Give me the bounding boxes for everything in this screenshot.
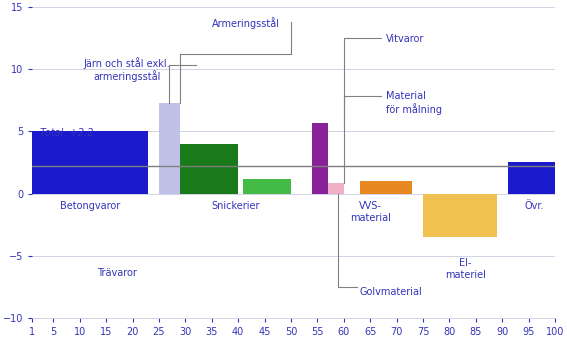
Bar bbox=[180, 144, 238, 193]
Bar bbox=[423, 193, 497, 237]
Bar bbox=[507, 163, 555, 193]
Text: Total: +2,2: Total: +2,2 bbox=[40, 128, 94, 138]
Text: Vitvaror: Vitvaror bbox=[386, 34, 425, 44]
Bar bbox=[159, 103, 180, 193]
Text: Snickerier: Snickerier bbox=[211, 201, 260, 211]
Bar bbox=[328, 183, 344, 193]
Text: Material
för målning: Material för målning bbox=[386, 91, 442, 115]
Bar bbox=[359, 181, 412, 193]
Text: Armeringsstål: Armeringsstål bbox=[211, 17, 280, 29]
Text: Betongvaror: Betongvaror bbox=[60, 201, 120, 211]
Text: El-
materiel: El- materiel bbox=[445, 258, 486, 280]
Text: Järn och stål exkl.
armeringsstål: Järn och stål exkl. armeringsstål bbox=[84, 56, 171, 82]
Text: Trävaror: Trävaror bbox=[97, 268, 137, 278]
Text: VVS-
material: VVS- material bbox=[350, 201, 391, 223]
Text: Golvmaterial: Golvmaterial bbox=[359, 287, 422, 297]
Bar bbox=[312, 123, 328, 193]
Bar bbox=[243, 179, 291, 193]
Bar bbox=[32, 131, 149, 193]
Text: Övr.: Övr. bbox=[524, 201, 544, 211]
